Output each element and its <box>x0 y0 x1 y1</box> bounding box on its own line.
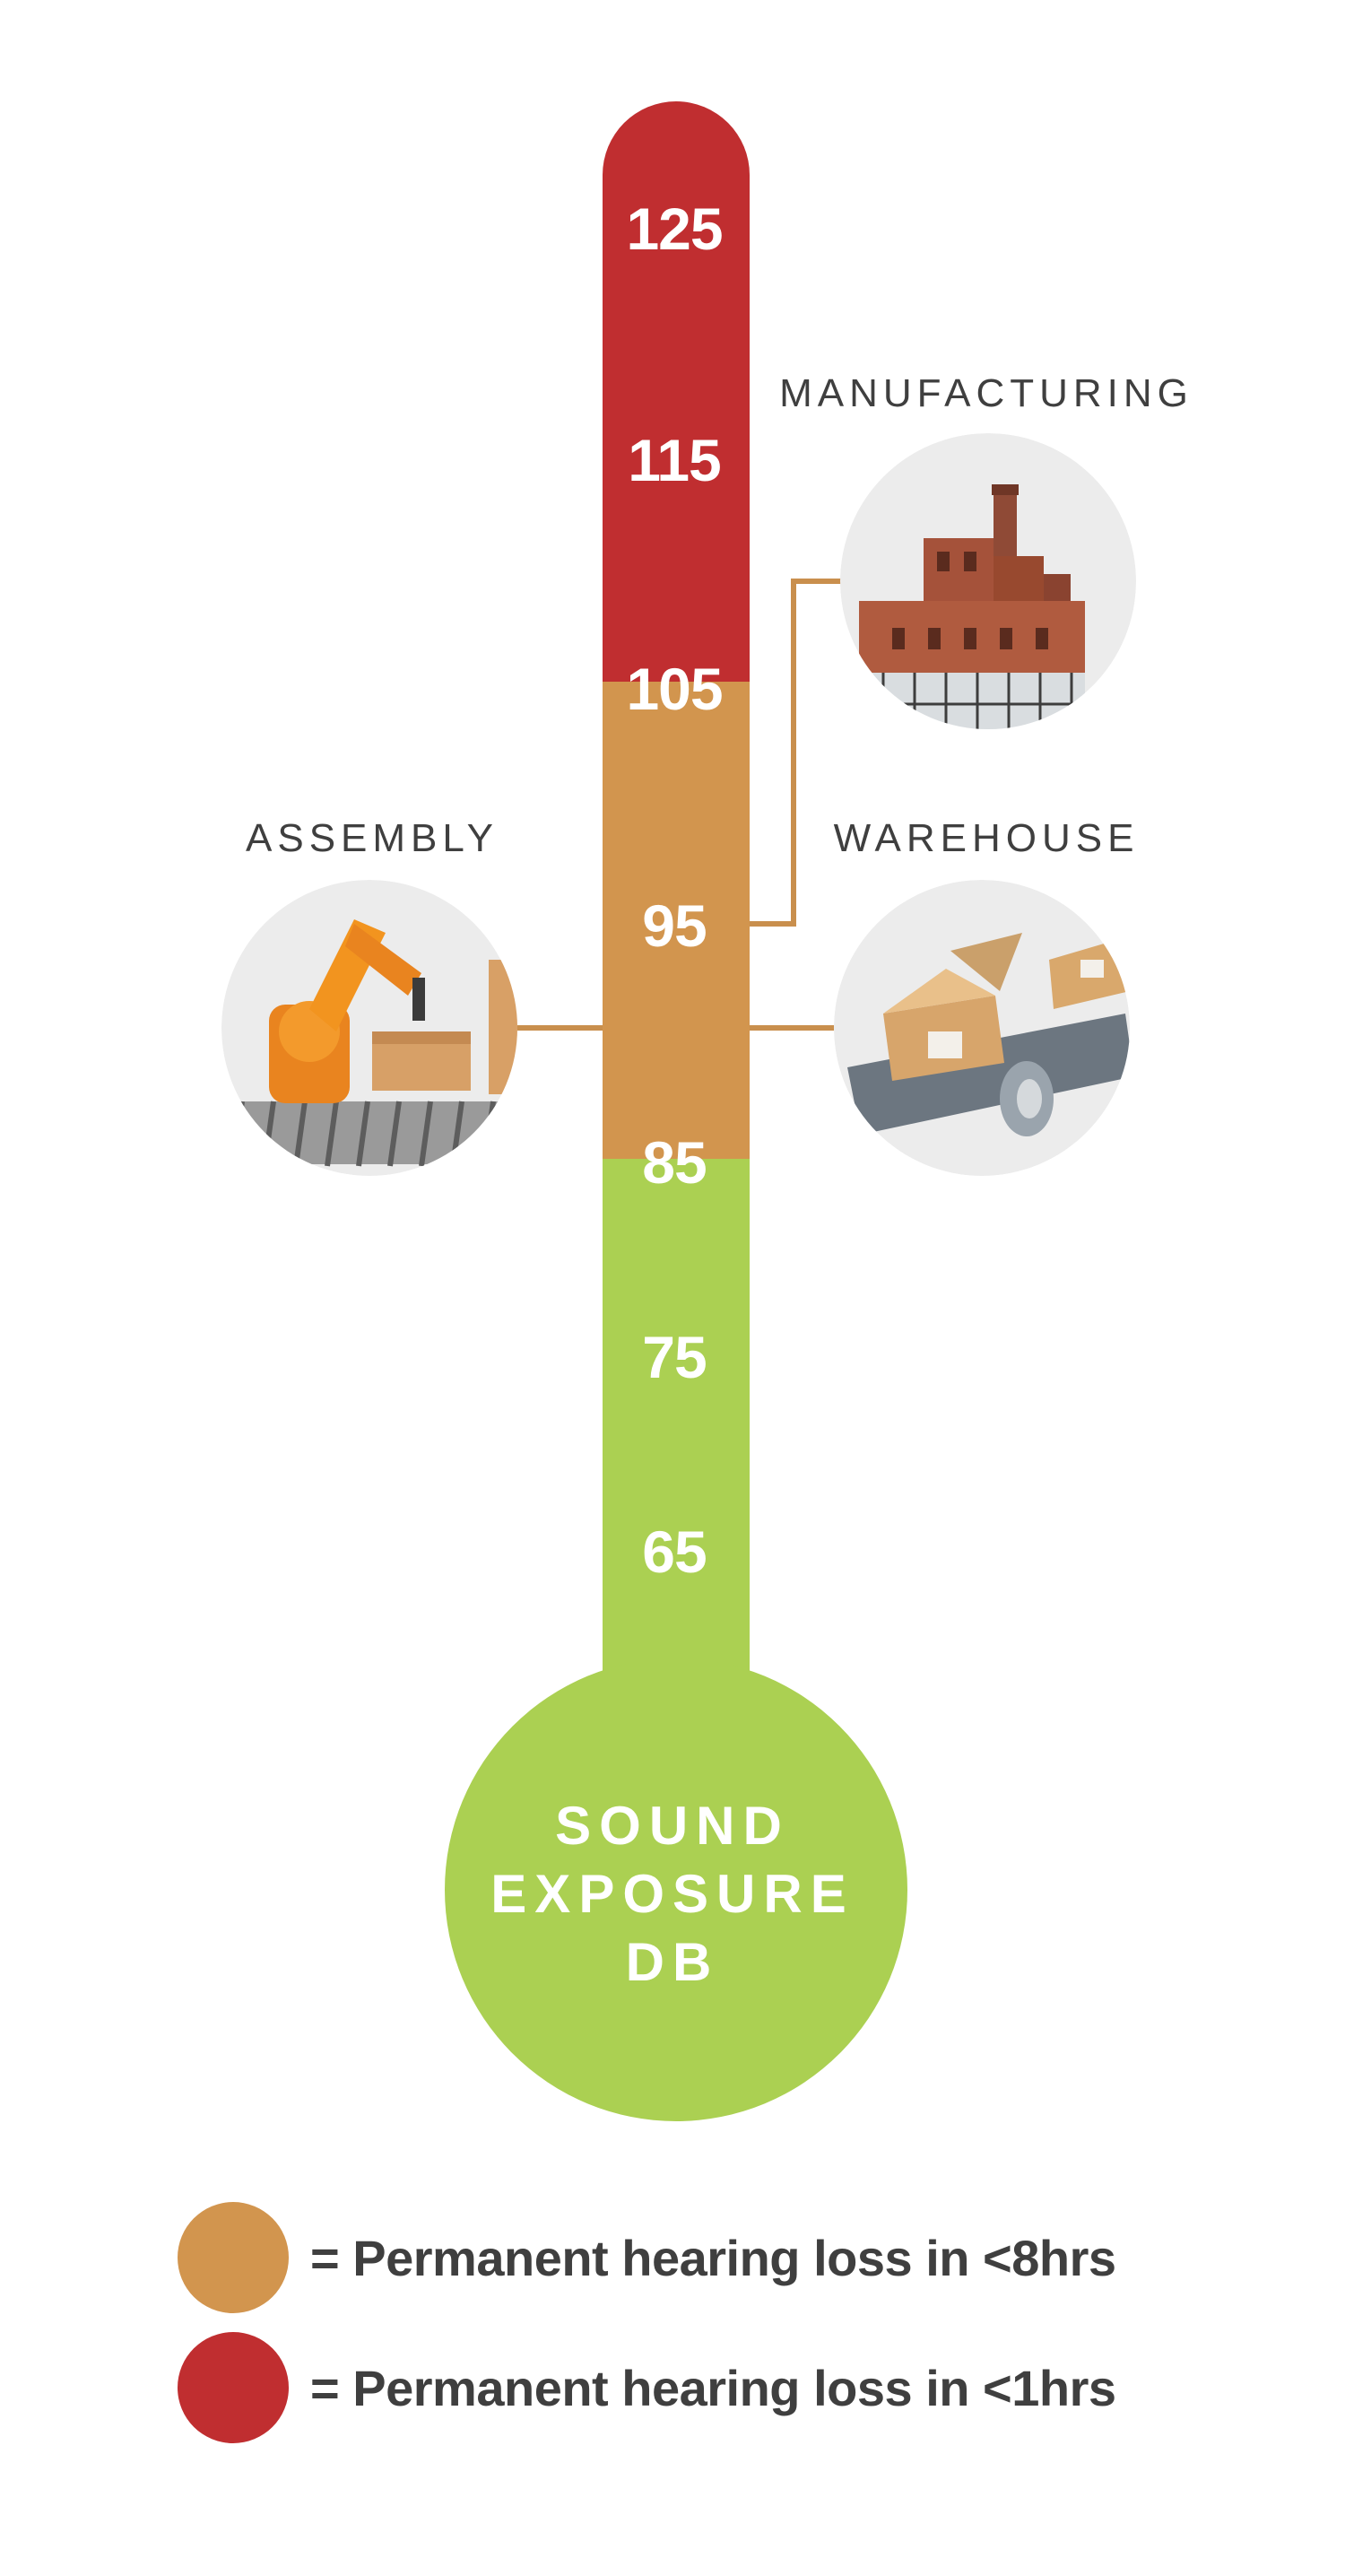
legend-text-red: = Permanent hearing loss in <1hrs <box>310 2359 1116 2416</box>
bulb-label-line-2: EXPOSURE <box>490 1864 855 1924</box>
legend-dot-orange <box>178 2202 289 2313</box>
warehouse-label: WAREHOUSE <box>833 816 1140 860</box>
bulb-label-line-3: DB <box>625 1932 720 1992</box>
tick-label-75: 75 <box>642 1324 707 1390</box>
manufacturing-connector <box>750 579 843 927</box>
tick-label-95: 95 <box>642 892 707 959</box>
tube-orange-band <box>603 682 750 1159</box>
legend-text-orange: = Permanent hearing loss in <8hrs <box>310 2229 1116 2286</box>
bulb-label-line-1: SOUND <box>555 1796 790 1856</box>
tick-label-85: 85 <box>642 1129 707 1196</box>
tick-label-65: 65 <box>642 1519 707 1585</box>
manufacturing-label: MANUFACTURING <box>779 371 1193 415</box>
tube-red-band <box>603 101 750 682</box>
box-conveyor-icon <box>834 880 1130 1176</box>
legend-item-orange: = Permanent hearing loss in <8hrs <box>178 2202 1116 2313</box>
tube-green-band <box>603 1159 750 1715</box>
legend-item-red: = Permanent hearing loss in <1hrs <box>178 2332 1116 2443</box>
tick-label-115: 115 <box>628 427 721 493</box>
thermometer-bulb <box>445 1658 907 2121</box>
bulb-label: SOUND EXPOSURE DB <box>439 1792 906 1997</box>
robot-arm-icon <box>221 880 517 1176</box>
assembly-label: ASSEMBLY <box>246 816 499 860</box>
factory-building-icon <box>840 433 1136 729</box>
tick-label-105: 105 <box>626 656 723 722</box>
tick-label-125: 125 <box>626 196 723 262</box>
legend-dot-red <box>178 2332 289 2443</box>
